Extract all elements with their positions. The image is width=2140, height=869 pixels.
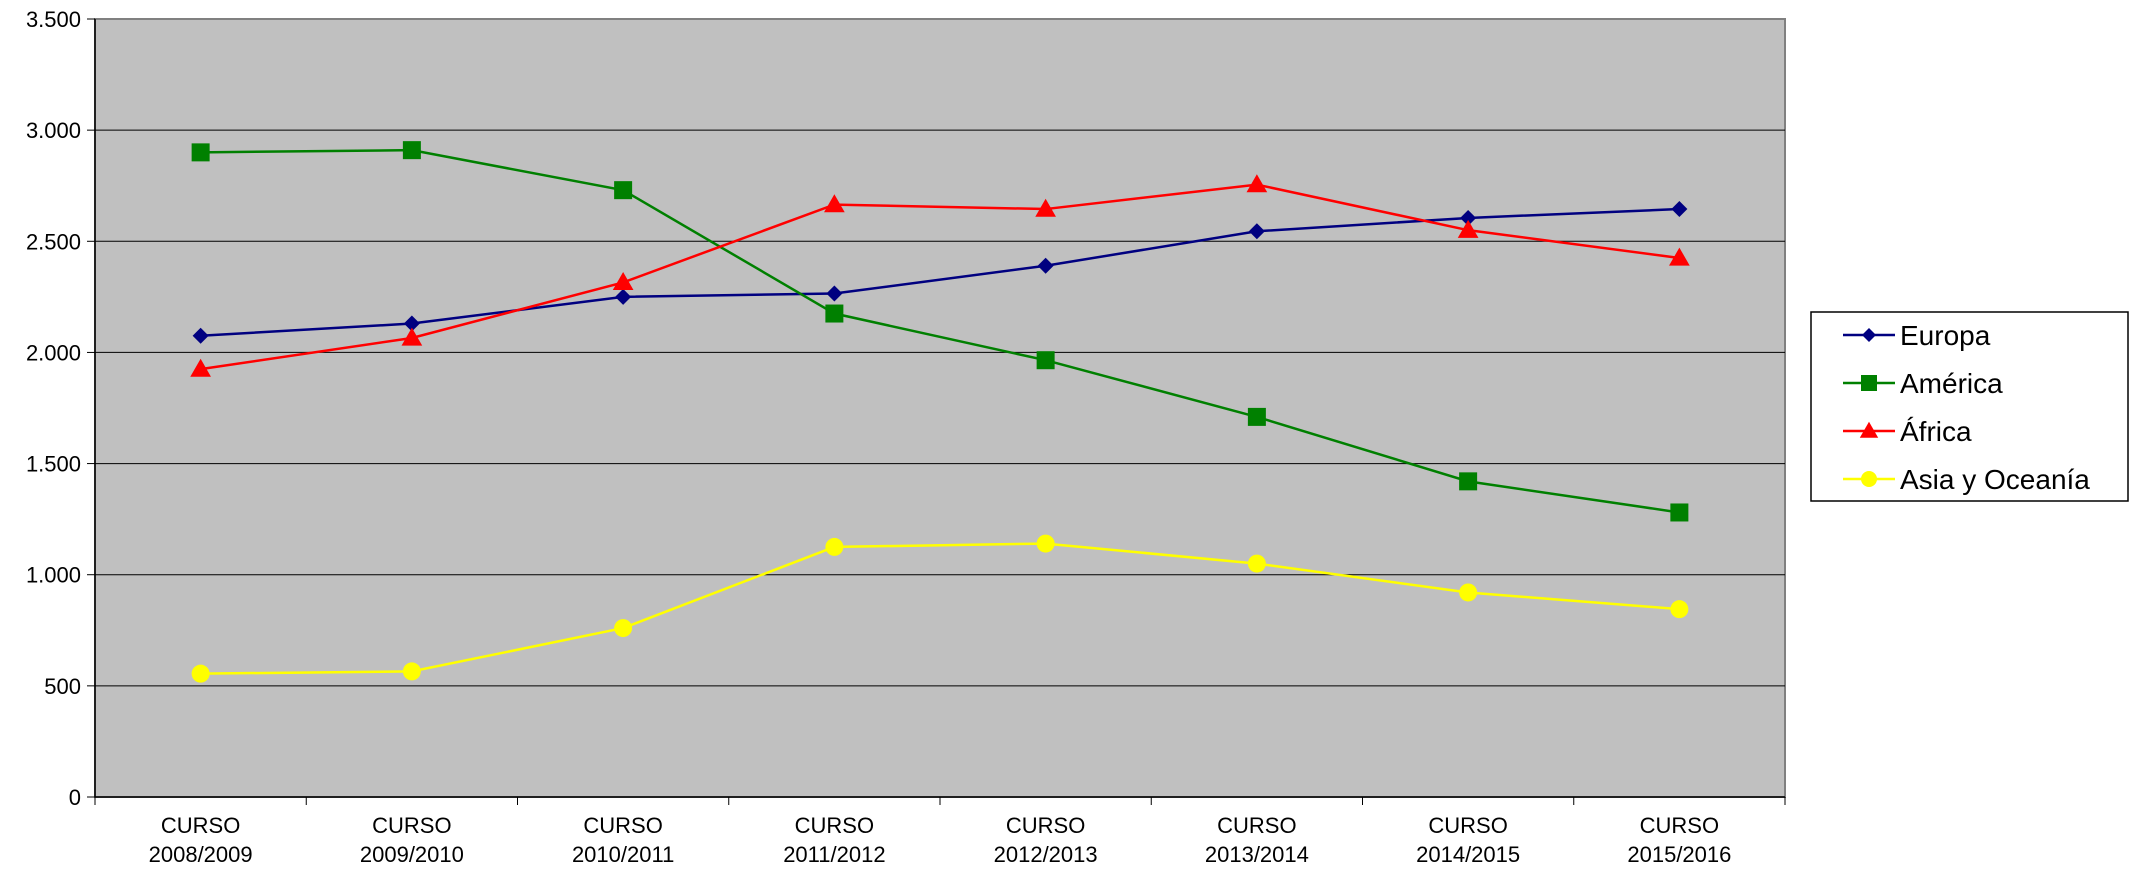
y-tick-label: 1.500 <box>26 452 81 477</box>
x-tick-label: CURSO 2008/2009 <box>149 813 253 867</box>
data-point <box>615 288 632 305</box>
legend-item: América <box>1843 368 2003 399</box>
series-line <box>200 542 1680 675</box>
legend-box <box>1810 311 2129 502</box>
legend-label: Asia y Oceanía <box>1900 464 2090 495</box>
x-tick-label: CURSO 2015/2016 <box>1627 813 1731 867</box>
series-line <box>200 148 1680 514</box>
data-point <box>1670 503 1689 522</box>
x-tick-label: CURSO 2013/2014 <box>1205 813 1309 867</box>
data-point <box>1459 472 1478 491</box>
data-point <box>403 315 420 332</box>
series-group <box>190 141 1690 683</box>
data-point <box>1459 583 1478 602</box>
data-point <box>1246 174 1268 193</box>
data-point <box>1859 421 1879 438</box>
data-point <box>1460 209 1477 226</box>
plot-area <box>94 18 1786 798</box>
data-point <box>1247 554 1266 573</box>
series-europa <box>192 201 1688 344</box>
x-tick-label: CURSO 2009/2010 <box>360 813 464 867</box>
data-point <box>1247 407 1266 426</box>
y-tick-label: 2.500 <box>26 229 81 254</box>
data-point <box>191 664 210 683</box>
data-point <box>402 662 421 681</box>
y-tick-label: 1.000 <box>26 563 81 588</box>
data-point <box>826 285 843 302</box>
legend-item: Asia y Oceanía <box>1843 464 2090 495</box>
y-tick-label: 2.000 <box>26 340 81 365</box>
x-tick-label: CURSO 2012/2013 <box>994 813 1098 867</box>
y-tick-label: 500 <box>44 674 81 699</box>
data-point <box>1037 257 1054 274</box>
legend-item: África <box>1843 416 1972 447</box>
data-point <box>402 141 421 160</box>
legend: Europa América África Asia y Oceanía <box>1810 311 2129 502</box>
x-tick-label: CURSO 2014/2015 <box>1416 813 1520 867</box>
axes: 0 500 1.000 1.500 2.000 2.500 3.000 3.500 CURSO 2… <box>26 7 1786 867</box>
x-tick-label: CURSO 2011/2012 <box>783 813 885 867</box>
data-point <box>190 358 211 377</box>
gridlines <box>95 129 1785 687</box>
y-tick-label: 3.000 <box>26 118 81 143</box>
data-point <box>612 272 634 291</box>
y-tick-label: 0 <box>69 785 81 810</box>
data-point <box>825 537 844 556</box>
data-point <box>192 327 209 344</box>
data-point <box>1457 219 1479 238</box>
legend-item: Europa <box>1843 320 1991 351</box>
series-line <box>200 183 1680 371</box>
y-tick-label: 3.500 <box>26 7 81 32</box>
series-américa <box>191 141 1689 522</box>
data-point <box>1861 375 1877 391</box>
data-point <box>614 181 633 200</box>
data-point <box>1861 471 1877 487</box>
legend-label: Europa <box>1900 320 1991 351</box>
data-point <box>1671 201 1688 218</box>
data-point <box>1669 247 1690 266</box>
legend-label: África <box>1900 416 1972 447</box>
legend-label: América <box>1900 368 2003 399</box>
data-point <box>1248 223 1265 240</box>
data-point <box>401 327 423 346</box>
series-áfrica <box>190 174 1690 377</box>
data-point <box>614 619 633 638</box>
data-point <box>1036 534 1055 553</box>
data-point <box>825 304 844 323</box>
data-point <box>191 143 210 162</box>
x-tick-label: CURSO 2010/2011 <box>572 813 674 867</box>
data-point <box>1862 328 1876 342</box>
data-point <box>1036 351 1055 370</box>
data-point <box>824 194 845 213</box>
data-point <box>1670 600 1689 619</box>
series-line <box>200 207 1680 338</box>
series-asia-y-oceanía <box>191 534 1689 683</box>
data-point <box>1035 198 1056 217</box>
